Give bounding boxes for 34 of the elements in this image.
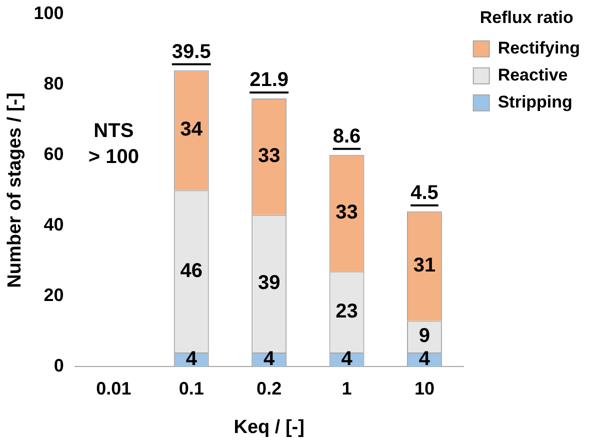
annotation: 21.9 — [250, 68, 289, 91]
y-tick-label: 80 — [44, 73, 64, 94]
data-label: 4 — [186, 348, 198, 370]
data-label: 9 — [418, 325, 430, 348]
data-label: 46 — [180, 260, 203, 282]
data-label: 4 — [341, 348, 354, 370]
x-tick-label: 0.01 — [96, 378, 132, 398]
legend-label: Stripping — [498, 92, 572, 112]
y-tick-label: 20 — [44, 285, 64, 306]
data-label: 31 — [413, 254, 436, 277]
data-label: 39 — [258, 272, 280, 294]
y-tick-label: 100 — [34, 2, 64, 23]
data-label: 23 — [336, 300, 358, 322]
y-axis-title: Number of stages / [-] — [4, 92, 26, 288]
annotation: 39.5 — [172, 40, 211, 63]
data-label: 4 — [418, 348, 431, 370]
legend-label: Reactive — [498, 66, 568, 85]
annotation: 8.6 — [332, 125, 361, 148]
x-tick-label: 1 — [342, 378, 352, 398]
y-tick-label: 40 — [44, 214, 64, 234]
x-axis-title: Keq / [-] — [234, 416, 304, 438]
x-tick-label: 0.2 — [256, 378, 282, 398]
annotation: 4.5 — [410, 182, 438, 204]
legend-label: Rectifying — [498, 38, 580, 58]
data-label: 34 — [180, 118, 204, 141]
x-tick-label: 0.1 — [178, 378, 204, 398]
data-label: 33 — [258, 145, 280, 168]
legend-title: Reflux ratio — [480, 8, 574, 28]
data-label: 4 — [264, 348, 276, 370]
y-tick-label: 0 — [54, 356, 64, 376]
data-label: 33 — [336, 202, 358, 224]
y-tick-label: 60 — [44, 144, 64, 164]
annotation: NTS > 100 — [88, 120, 139, 168]
x-tick-label: 10 — [414, 378, 434, 398]
